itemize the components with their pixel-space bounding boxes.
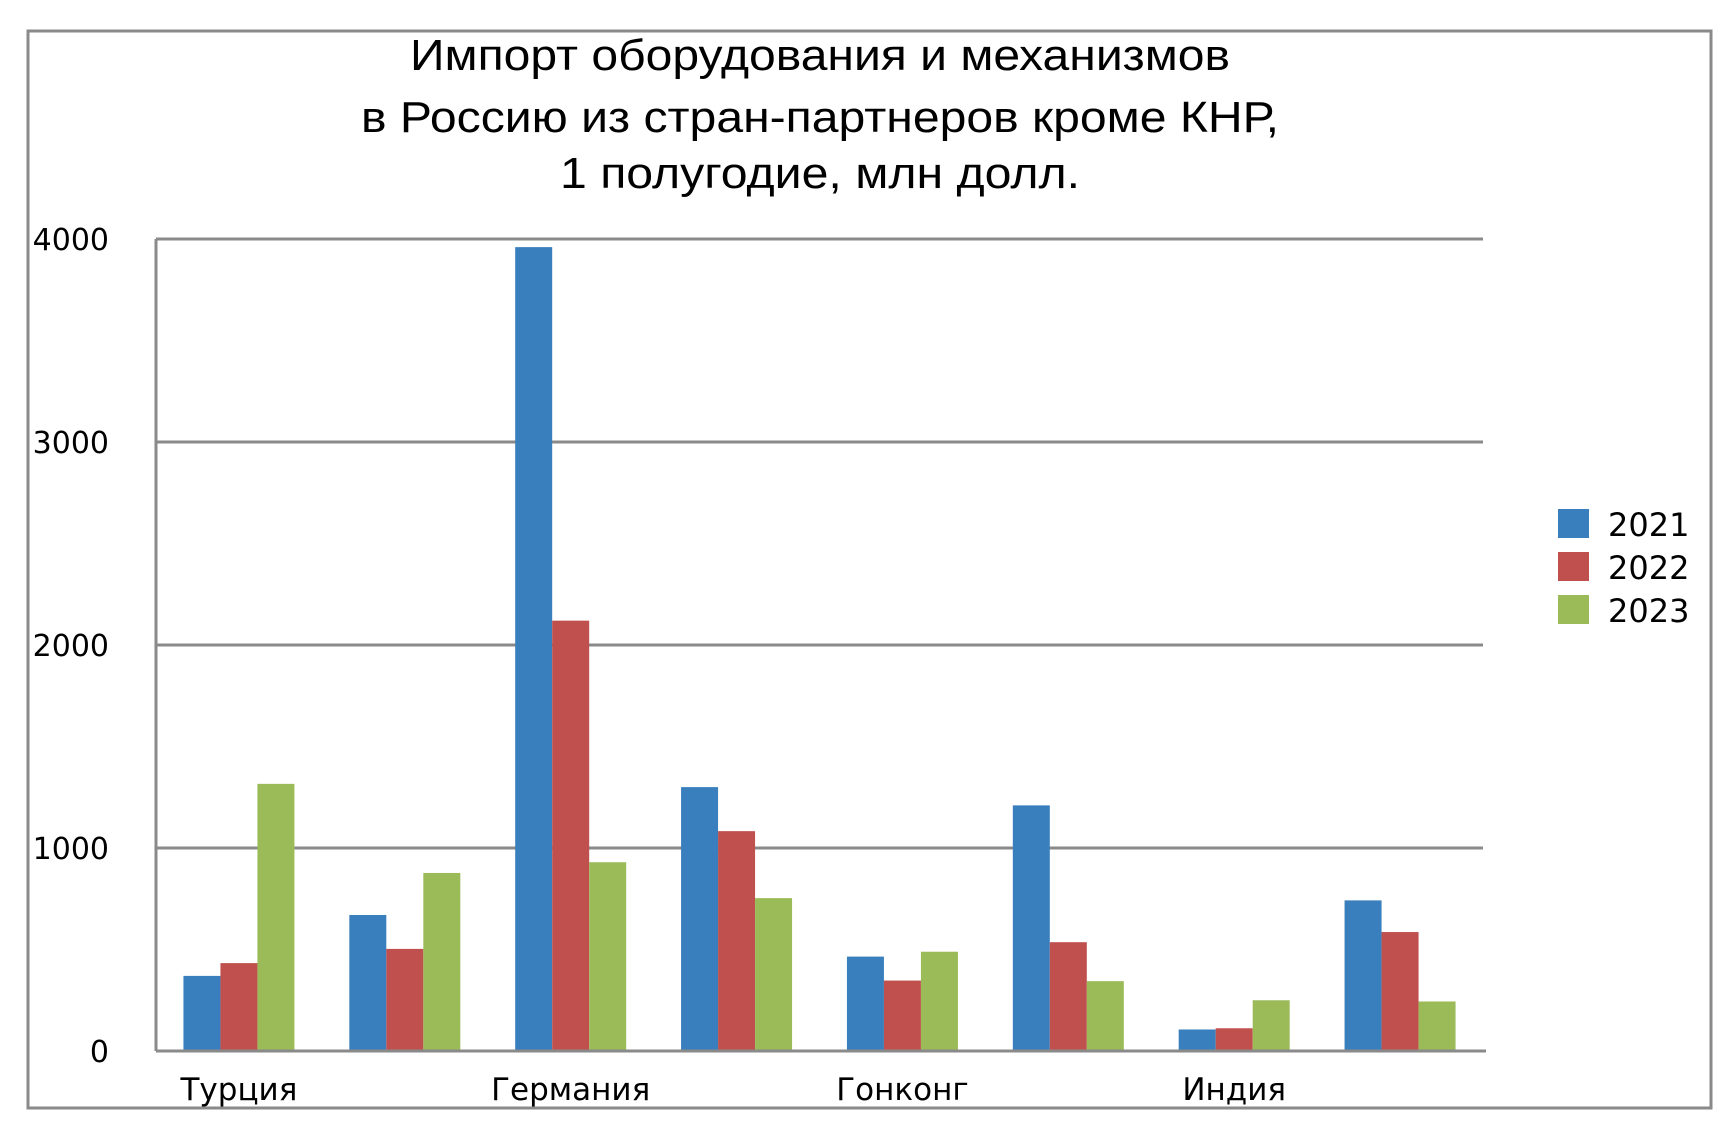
bar-2023 (920, 951, 958, 1051)
bar-2021 (846, 956, 884, 1051)
bar-2021 (1344, 900, 1382, 1051)
bar-2021 (1178, 1029, 1216, 1051)
y-tick-label: 1000 (33, 832, 109, 867)
bar-2023 (755, 898, 793, 1051)
bar-2023 (423, 872, 461, 1051)
bar-2023 (1418, 1001, 1456, 1051)
x-category-label: Турция (180, 1072, 298, 1108)
bar-2023 (1086, 981, 1124, 1051)
labels: 0 1000 2000 3000 4000 Турция Германия Гонконг Ин… (33, 223, 1286, 1108)
legend-swatch (1558, 595, 1589, 624)
bar-2023 (589, 862, 627, 1051)
bar-2022 (1215, 1028, 1253, 1051)
legend-label: 2022 (1608, 549, 1689, 587)
bar-2022 (883, 980, 921, 1051)
gridlines (156, 237, 1483, 850)
bar-2023 (257, 783, 295, 1051)
bar-2022 (1381, 932, 1419, 1051)
x-category-label: Гонконг (836, 1072, 968, 1108)
legend-label: 2021 (1608, 506, 1689, 544)
x-category-label: Индия (1182, 1072, 1286, 1108)
bar-2022 (220, 963, 258, 1051)
bar-2021 (183, 975, 221, 1051)
legend: 2021 2022 2023 (1558, 506, 1689, 630)
x-category-label: Германия (491, 1072, 650, 1108)
y-tick-label: 4000 (33, 223, 109, 258)
legend-swatch (1558, 509, 1589, 538)
y-tick-label: 0 (90, 1035, 109, 1070)
chart-frame (26, 29, 1713, 1110)
bar-2021 (349, 914, 387, 1051)
bar-2022 (386, 948, 424, 1051)
bar-2022 (1049, 942, 1087, 1051)
bar-2023 (1252, 1000, 1290, 1051)
chart-title-line-2: в Россию из стран-партнеров кроме КНР, (361, 93, 1279, 142)
bars (183, 247, 1456, 1051)
bar-2021 (515, 247, 553, 1051)
legend-swatch (1558, 552, 1589, 581)
bar-2021 (681, 787, 719, 1051)
axes (154, 239, 1486, 1053)
bar-2022 (552, 620, 590, 1051)
y-tick-label: 2000 (33, 629, 109, 664)
y-tick-label: 3000 (33, 426, 109, 461)
chart-title-line-1: Импорт оборудования и механизмов (410, 31, 1230, 80)
bar-2022 (718, 831, 756, 1051)
legend-label: 2023 (1608, 592, 1689, 630)
bar-2021 (1012, 805, 1050, 1051)
chart-title-line-3: 1 полугодие, млн долл. (560, 149, 1080, 198)
